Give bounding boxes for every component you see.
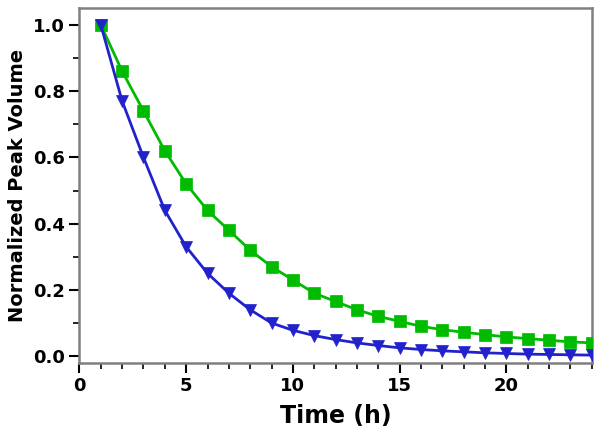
Y-axis label: Normalized Peak Volume: Normalized Peak Volume xyxy=(8,49,28,322)
X-axis label: Time (h): Time (h) xyxy=(280,404,391,428)
